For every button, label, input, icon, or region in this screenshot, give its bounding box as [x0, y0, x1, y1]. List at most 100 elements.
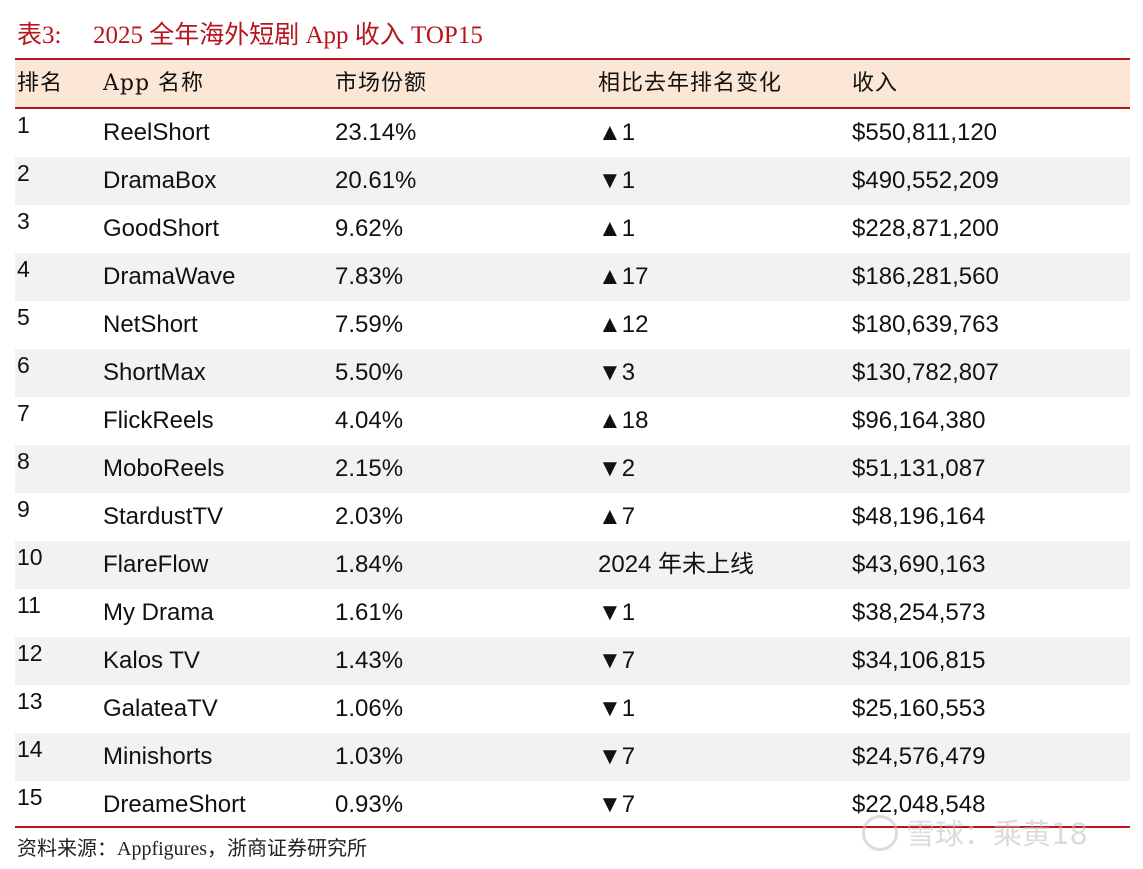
- rank-cell: 11: [17, 592, 41, 618]
- source-note: 资料来源：Appfigures，浙商证券研究所: [17, 838, 367, 860]
- revenue-cell: $43,690,163: [852, 551, 986, 578]
- app-name-cell: DreameShort: [103, 791, 246, 818]
- share-cell: 4.04%: [335, 407, 404, 434]
- header-rank: 排名: [17, 71, 64, 96]
- top-rule: [15, 58, 1130, 60]
- revenue-cell: $51,131,087: [852, 455, 986, 482]
- table-row: 14 Minishorts 1.03% ▼7 $24,576,479: [15, 733, 1130, 781]
- header-rank-change: 相比去年排名变化: [598, 71, 783, 96]
- share-cell: 1.06%: [335, 695, 404, 722]
- revenue-cell: $24,576,479: [852, 743, 986, 770]
- change-cell: ▼2: [598, 455, 636, 482]
- share-cell: 1.43%: [335, 647, 404, 674]
- watermark: 雪球：乘黄18: [862, 810, 1088, 858]
- rank-cell: 3: [17, 208, 30, 234]
- revenue-cell: $130,782,807: [852, 359, 999, 386]
- header-app-name: App 名称: [103, 71, 205, 96]
- app-name-cell: MoboReels: [103, 455, 225, 482]
- change-cell: ▼1: [598, 599, 636, 626]
- table-row: 9 StardustTV 2.03% ▲7 $48,196,164: [15, 493, 1130, 541]
- change-cell: ▲1: [598, 215, 636, 242]
- app-name-cell: FlareFlow: [103, 551, 209, 578]
- change-cell: ▲1: [598, 119, 636, 146]
- revenue-cell: $228,871,200: [852, 215, 999, 242]
- change-cell: ▲18: [598, 407, 649, 434]
- header-revenue: 收入: [852, 71, 899, 96]
- revenue-cell: $48,196,164: [852, 503, 986, 530]
- rank-cell: 14: [17, 736, 43, 762]
- app-name-cell: Minishorts: [103, 743, 213, 770]
- change-cell: ▼1: [598, 167, 636, 194]
- change-cell: 2024 年未上线: [598, 551, 755, 578]
- table-row: 2 DramaBox 20.61% ▼1 $490,552,209: [15, 157, 1130, 205]
- rank-cell: 4: [17, 256, 30, 282]
- table-row: 4 DramaWave 7.83% ▲17 $186,281,560: [15, 253, 1130, 301]
- table-row: 7 FlickReels 4.04% ▲18 $96,164,380: [15, 397, 1130, 445]
- rank-cell: 8: [17, 448, 30, 474]
- table-row: 13 GalateaTV 1.06% ▼1 $25,160,553: [15, 685, 1130, 733]
- rank-cell: 15: [17, 784, 43, 810]
- revenue-cell: $96,164,380: [852, 407, 986, 434]
- share-cell: 5.50%: [335, 359, 404, 386]
- rank-cell: 12: [17, 640, 43, 666]
- revenue-cell: $186,281,560: [852, 263, 999, 290]
- revenue-cell: $180,639,763: [852, 311, 999, 338]
- table-header: 排名 App 名称 市场份额 相比去年排名变化 收入: [15, 60, 1130, 109]
- app-name-cell: FlickReels: [103, 407, 214, 434]
- rank-cell: 5: [17, 304, 30, 330]
- share-cell: 7.83%: [335, 263, 404, 290]
- share-cell: 2.15%: [335, 455, 404, 482]
- revenue-cell: $550,811,120: [852, 119, 998, 146]
- table-row: 15 DreameShort 0.93% ▼7 $22,048,548: [15, 781, 1130, 829]
- table-body: 1 ReelShort 23.14% ▲1 $550,811,120 2 Dra…: [15, 109, 1130, 826]
- table-row: 12 Kalos TV 1.43% ▼7 $34,106,815: [15, 637, 1130, 685]
- share-cell: 23.14%: [335, 119, 417, 146]
- change-cell: ▲17: [598, 263, 649, 290]
- revenue-cell: $34,106,815: [852, 647, 986, 674]
- app-name-cell: DramaWave: [103, 263, 236, 290]
- change-cell: ▼7: [598, 647, 636, 674]
- rank-cell: 7: [17, 400, 30, 426]
- change-cell: ▲7: [598, 503, 636, 530]
- rank-cell: 1: [17, 112, 30, 138]
- xueqiu-logo-icon: [862, 815, 898, 851]
- app-name-cell: GoodShort: [103, 215, 220, 242]
- change-cell: ▼1: [598, 695, 636, 722]
- rank-cell: 9: [17, 496, 30, 522]
- share-cell: 7.59%: [335, 311, 404, 338]
- rank-cell: 2: [17, 160, 30, 186]
- change-cell: ▼7: [598, 743, 636, 770]
- app-name-cell: NetShort: [103, 311, 198, 338]
- app-name-cell: Kalos TV: [103, 647, 200, 674]
- app-name-cell: StardustTV: [103, 503, 224, 530]
- share-cell: 9.62%: [335, 215, 404, 242]
- table-row: 1 ReelShort 23.14% ▲1 $550,811,120: [15, 109, 1130, 157]
- table-number: 表3:: [17, 22, 62, 49]
- table-row: 10 FlareFlow 1.84% 2024 年未上线 $43,690,163: [15, 541, 1130, 589]
- table-row: 8 MoboReels 2.15% ▼2 $51,131,087: [15, 445, 1130, 493]
- table-row: 11 My Drama 1.61% ▼1 $38,254,573: [15, 589, 1130, 637]
- rank-cell: 13: [17, 688, 43, 714]
- share-cell: 20.61%: [335, 167, 417, 194]
- change-cell: ▲12: [598, 311, 649, 338]
- share-cell: 0.93%: [335, 791, 404, 818]
- change-cell: ▼7: [598, 791, 636, 818]
- change-cell: ▼3: [598, 359, 636, 386]
- app-name-cell: DramaBox: [103, 167, 217, 194]
- watermark-text: 雪球：乘黄18: [906, 817, 1088, 851]
- table-row: 3 GoodShort 9.62% ▲1 $228,871,200: [15, 205, 1130, 253]
- header-market-share: 市场份额: [335, 71, 428, 96]
- revenue-cell: $490,552,209: [852, 167, 999, 194]
- app-name-cell: ShortMax: [103, 359, 206, 386]
- app-name-cell: GalateaTV: [103, 695, 218, 722]
- rank-cell: 6: [17, 352, 30, 378]
- share-cell: 1.61%: [335, 599, 404, 626]
- table-title: 表3: 2025 全年海外短剧 App 收入 TOP15: [17, 18, 483, 54]
- revenue-cell: $25,160,553: [852, 695, 986, 722]
- rank-cell: 10: [17, 544, 43, 570]
- revenue-cell: $38,254,573: [852, 599, 986, 626]
- share-cell: 1.84%: [335, 551, 404, 578]
- share-cell: 1.03%: [335, 743, 404, 770]
- app-name-cell: My Drama: [103, 599, 214, 626]
- table-row: 5 NetShort 7.59% ▲12 $180,639,763: [15, 301, 1130, 349]
